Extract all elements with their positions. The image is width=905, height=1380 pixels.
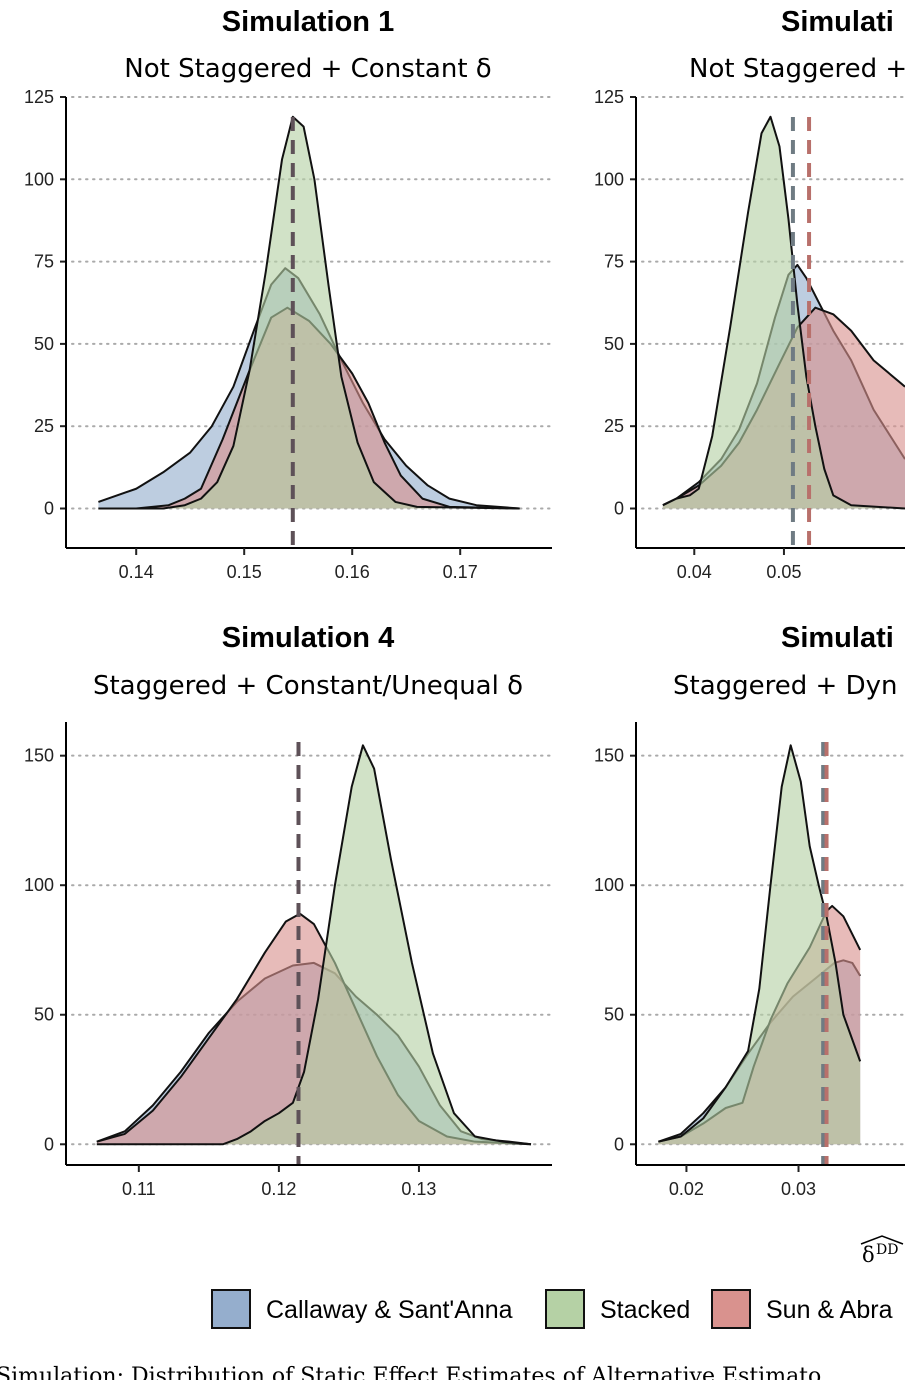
density-area-stacked (658, 745, 861, 1145)
y-tick-label: 50 (34, 1005, 54, 1025)
x-tick-label: 0.03 (781, 1179, 816, 1199)
panel-2-subtitle: Not Staggered + (689, 54, 905, 84)
density-line-stacked (98, 115, 520, 510)
y-tick-label: 50 (34, 334, 54, 354)
x-tick-label: 0.16 (335, 562, 370, 582)
x-tick-label: 0.12 (261, 1179, 296, 1199)
panel-4-title: Simulati (781, 622, 894, 654)
legend-swatch-stacked (545, 1289, 585, 1329)
y-tick-label: 125 (24, 87, 54, 107)
y-tick-label: 150 (24, 746, 54, 766)
legend-label-stacked: Stacked (600, 1296, 690, 1324)
y-tick-label: 75 (604, 252, 624, 272)
y-tick-label: 50 (604, 1005, 624, 1025)
y-tick-label: 0 (44, 1134, 54, 1154)
y-tick-label: 25 (604, 416, 624, 436)
x-tick-label: 0.05 (766, 562, 801, 582)
x-tick-label: 0.14 (119, 562, 154, 582)
panel-4-subtitle: Staggered + Dyn (673, 671, 897, 701)
y-tick-label: 50 (604, 334, 624, 354)
panel-2-title: Simulati (781, 6, 894, 38)
panel-1-subtitle: Not Staggered + Constant δ (124, 54, 491, 84)
density-line-stacked (662, 115, 905, 510)
legend-label-sun: Sun & Abra (766, 1296, 893, 1324)
x-tick-label: 0.15 (227, 562, 262, 582)
y-tick-label: 75 (34, 252, 54, 272)
panel-3-subtitle: Staggered + Constant/Unequal δ (93, 671, 523, 701)
svg-text:δ: δ (862, 1243, 875, 1267)
y-tick-label: 0 (614, 1134, 624, 1154)
density-area-stacked (96, 745, 531, 1145)
x-tick-label: 0.02 (669, 1179, 704, 1199)
y-tick-label: 0 (614, 498, 624, 518)
figure-caption: Simulation: Distribution of Static Effec… (0, 1364, 821, 1380)
panel-3-plot: 0 50 100 150 0.11 0.12 0.13 (24, 722, 553, 1199)
panel-4-plot: 0 50 100 150 0.02 0.03 (594, 722, 905, 1199)
y-tick-label: 125 (594, 87, 624, 107)
density-line-stacked (96, 744, 532, 1146)
density-area-stacked (98, 116, 520, 509)
y-tick-label: 100 (594, 875, 624, 895)
y-tick-label: 100 (594, 169, 624, 189)
y-tick-label: 150 (594, 746, 624, 766)
x-tick-label: 0.11 (122, 1179, 156, 1199)
y-tick-label: 100 (24, 169, 54, 189)
legend: Callaway & Sant'Anna Stacked Sun & Abra (211, 1289, 893, 1329)
panel-4-xlabel: δ DD (860, 1235, 904, 1267)
y-tick-label: 0 (44, 498, 54, 518)
legend-swatch-sun (711, 1289, 751, 1329)
x-tick-label: 0.17 (443, 562, 478, 582)
x-tick-label: 0.13 (401, 1179, 436, 1199)
panel-1-plot: 0 25 50 75 100 125 0.14 0.15 0.16 0.17 (24, 87, 553, 582)
y-tick-label: 25 (34, 416, 54, 436)
density-area-stacked (662, 116, 905, 509)
legend-swatch-callaway (211, 1289, 251, 1329)
density-line-stacked (658, 744, 862, 1143)
panel-2-plot: 0 25 50 75 100 125 0.04 0.05 (594, 87, 905, 582)
y-tick-label: 100 (24, 875, 54, 895)
x-tick-label: 0.04 (677, 562, 712, 582)
legend-label-callaway: Callaway & Sant'Anna (266, 1296, 513, 1324)
svg-text:DD: DD (876, 1242, 898, 1258)
panel-1-title: Simulation 1 (222, 6, 394, 38)
panel-3-title: Simulation 4 (222, 622, 394, 654)
